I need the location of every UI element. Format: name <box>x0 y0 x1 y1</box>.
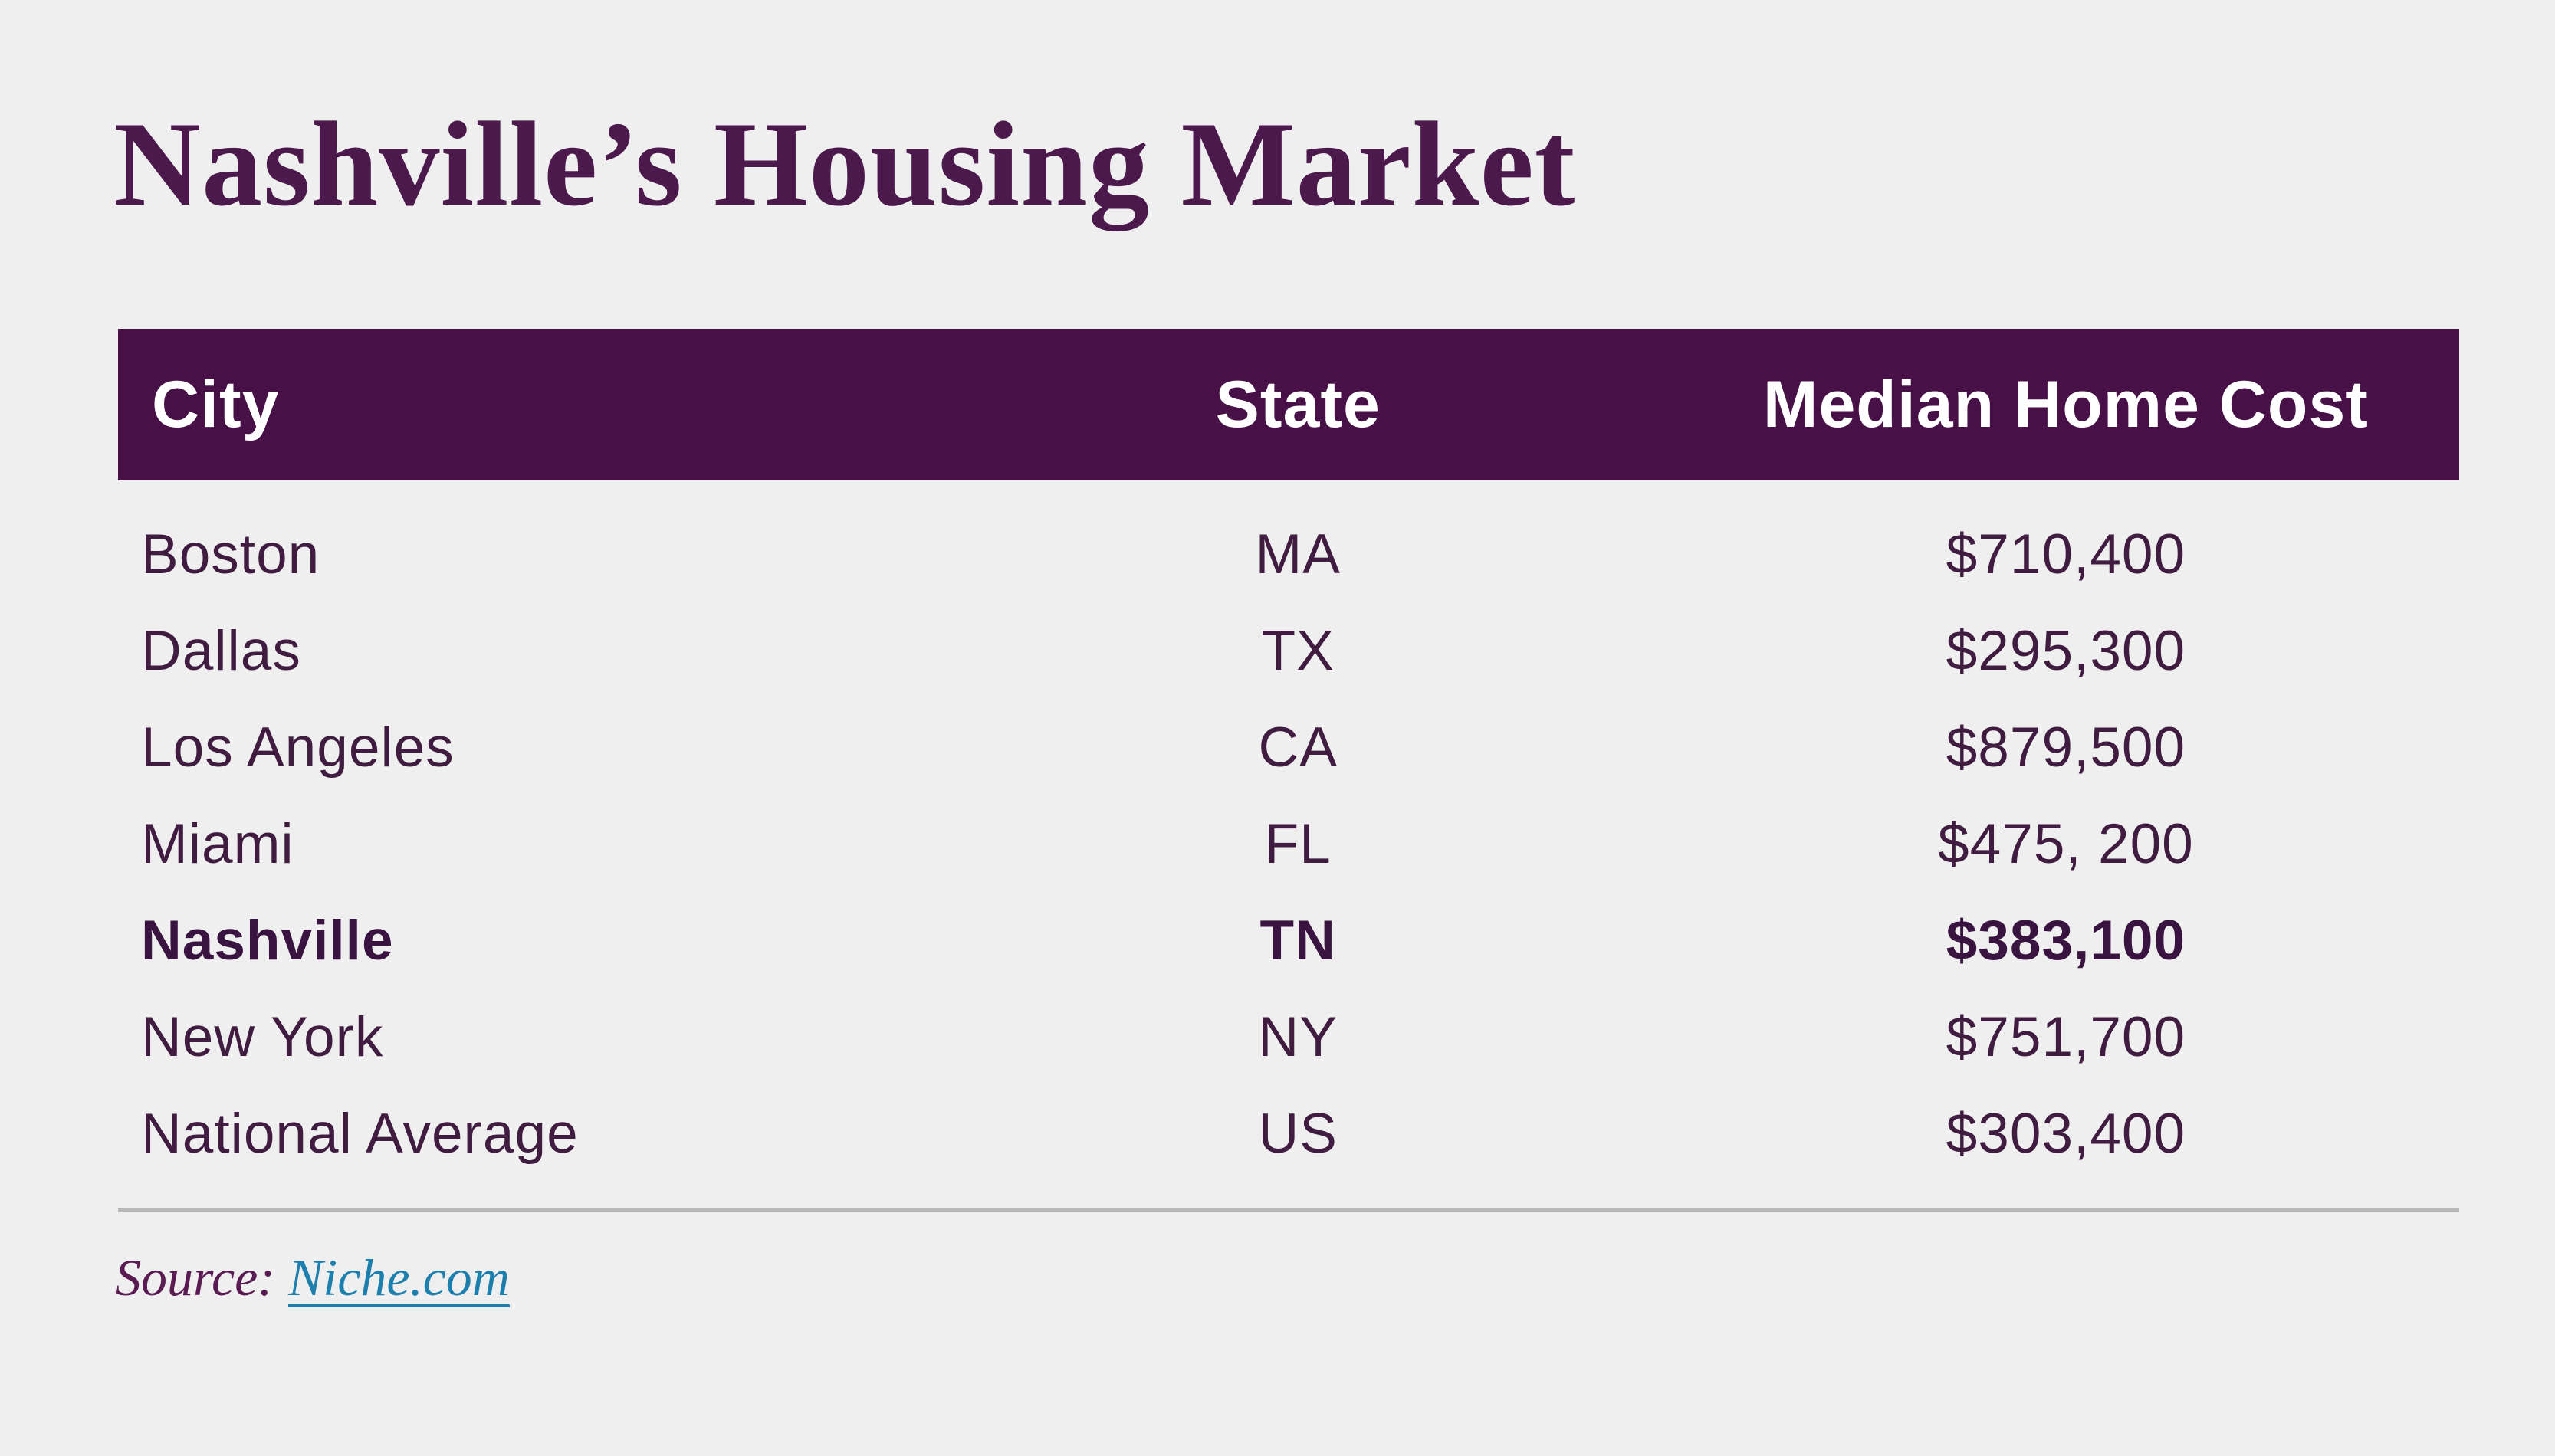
table-row-boston: Boston MA $710,400 <box>118 506 2459 602</box>
table-row-new-york: New York NY $751,700 <box>118 989 2459 1085</box>
column-header-city: City <box>152 367 280 441</box>
table-row-los-angeles: Los Angeles CA $879,500 <box>118 699 2459 795</box>
cost-cell: $475, 200 <box>1938 812 2194 875</box>
city-cell: Miami <box>141 812 294 875</box>
divider <box>118 1208 2459 1212</box>
city-cell: New York <box>141 1005 384 1068</box>
city-cell: Los Angeles <box>141 716 455 779</box>
city-cell: Dallas <box>141 619 301 682</box>
state-cell: CA <box>1258 716 1338 779</box>
source-link[interactable]: Niche.com <box>287 1248 510 1307</box>
table-row-national-average: National Average US $303,400 <box>118 1085 2459 1182</box>
cost-cell: $303,400 <box>1946 1102 2186 1165</box>
cost-cell: $879,500 <box>1946 716 2186 779</box>
state-cell: TX <box>1261 619 1335 682</box>
city-cell: Nashville <box>141 909 394 972</box>
source-label: Source: <box>115 1248 275 1307</box>
column-header-state: State <box>1215 367 1381 441</box>
column-header-median-home-cost: Median Home Cost <box>1762 367 2369 441</box>
state-cell: MA <box>1255 523 1341 585</box>
table-row-dallas: Dallas TX $295,300 <box>118 602 2459 699</box>
state-cell: TN <box>1259 909 1336 972</box>
city-cell: National Average <box>141 1102 579 1165</box>
state-cell: US <box>1258 1102 1338 1165</box>
cost-cell: $751,700 <box>1946 1005 2186 1068</box>
page-title: Nashville’s Housing Market <box>113 97 1576 231</box>
table-row-miami: Miami FL $475, 200 <box>118 795 2459 892</box>
cost-cell: $710,400 <box>1946 523 2186 585</box>
source-line: Source: Niche.com <box>115 1248 510 1308</box>
state-cell: NY <box>1258 1005 1338 1068</box>
cost-cell: $295,300 <box>1946 619 2186 682</box>
cost-cell: $383,100 <box>1946 909 2186 972</box>
housing-market-table: City State Median Home Cost Boston MA $7… <box>118 329 2459 1182</box>
table-body: Boston MA $710,400 Dallas TX $295,300 Lo… <box>118 480 2459 1182</box>
state-cell: FL <box>1264 812 1332 875</box>
table-row-nashville-highlighted: Nashville TN $383,100 <box>118 892 2459 989</box>
table-header-row: City State Median Home Cost <box>118 329 2459 480</box>
city-cell: Boston <box>141 523 320 585</box>
